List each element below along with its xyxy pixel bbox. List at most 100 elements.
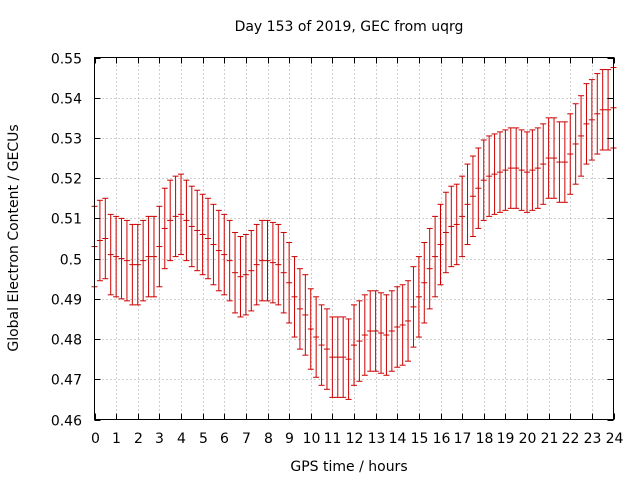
x-tick-label: 15 bbox=[411, 431, 429, 447]
error-bar-point bbox=[199, 193, 206, 276]
x-tick-label: 7 bbox=[242, 431, 251, 447]
x-tick-label: 1 bbox=[112, 431, 121, 447]
chart-title: Day 153 of 2019, GEC from uqrg bbox=[235, 19, 464, 35]
error-bar-point bbox=[140, 219, 147, 302]
error-bar-point bbox=[345, 318, 352, 400]
error-bar-point bbox=[378, 292, 385, 374]
y-tick-label: 0.48 bbox=[51, 333, 82, 349]
error-bar-point bbox=[502, 129, 509, 211]
y-tick-label: 0.5 bbox=[60, 253, 82, 269]
error-bar-point bbox=[188, 185, 195, 268]
x-tick-label: 2 bbox=[134, 431, 143, 447]
error-bar-point bbox=[432, 215, 439, 298]
error-bar-point bbox=[123, 219, 130, 302]
error-bar-point bbox=[194, 189, 201, 272]
error-bar-point bbox=[313, 296, 320, 378]
error-bar-point bbox=[426, 227, 433, 310]
x-tick-label: 9 bbox=[285, 431, 294, 447]
x-tick-label: 20 bbox=[519, 431, 537, 447]
x-axis-label: GPS time / hours bbox=[290, 459, 407, 475]
x-tick-label: 23 bbox=[584, 431, 602, 447]
x-tick-label: 16 bbox=[433, 431, 451, 447]
y-tick-label: 0.47 bbox=[51, 373, 82, 389]
error-bar-point bbox=[383, 294, 390, 376]
error-bar-point bbox=[491, 133, 498, 215]
y-axis-label: Global Electron Content / GECUs bbox=[6, 124, 22, 351]
error-bar-point bbox=[113, 215, 120, 298]
error-bar-point bbox=[453, 183, 460, 266]
x-tick-label: 11 bbox=[324, 431, 342, 447]
error-bar-point bbox=[545, 117, 552, 199]
error-bar-point bbox=[551, 117, 558, 199]
error-bar-point bbox=[540, 123, 547, 205]
error-bar-point bbox=[226, 219, 233, 302]
error-bar-point bbox=[588, 79, 595, 161]
error-bar-point bbox=[421, 242, 428, 324]
x-tick-label: 21 bbox=[541, 431, 559, 447]
error-bar-point bbox=[399, 284, 406, 366]
error-bar-point bbox=[513, 127, 520, 209]
error-bar-point bbox=[361, 294, 368, 376]
error-bar-point bbox=[442, 191, 449, 274]
y-tick-label: 0.46 bbox=[51, 414, 82, 430]
error-bar-point bbox=[167, 179, 174, 262]
error-bar-point bbox=[296, 268, 303, 350]
error-bar-point bbox=[556, 121, 563, 203]
y-tick-label: 0.49 bbox=[51, 293, 82, 309]
error-bar-point bbox=[567, 113, 574, 195]
error-bar-point bbox=[96, 199, 103, 282]
y-tick-label: 0.52 bbox=[51, 172, 82, 188]
error-bar-point bbox=[459, 175, 466, 258]
x-tick-label: 6 bbox=[220, 431, 229, 447]
x-tick-label: 22 bbox=[562, 431, 580, 447]
error-bar-point bbox=[102, 197, 109, 280]
error-bar-point bbox=[534, 127, 541, 209]
y-tick-label: 0.55 bbox=[51, 52, 82, 68]
error-bar-point bbox=[280, 231, 287, 314]
y-tick-label: 0.53 bbox=[51, 132, 82, 148]
error-bar-point bbox=[156, 205, 163, 288]
error-bar-point bbox=[329, 316, 336, 398]
error-bar-point bbox=[351, 304, 357, 386]
error-bar-point bbox=[572, 103, 579, 185]
error-bar-point bbox=[150, 215, 157, 298]
error-bar-point bbox=[291, 256, 298, 338]
error-bar-point bbox=[269, 221, 276, 304]
error-bar-point bbox=[205, 197, 212, 280]
error-bar-point bbox=[388, 290, 395, 372]
error-bar-point bbox=[253, 223, 260, 306]
error-bar-point bbox=[518, 129, 525, 211]
x-tick-label: 18 bbox=[476, 431, 494, 447]
x-tick-label: 4 bbox=[177, 431, 186, 447]
error-bar-point bbox=[107, 213, 114, 296]
y-tick-label: 0.51 bbox=[51, 212, 82, 228]
error-bar-point bbox=[232, 231, 239, 314]
x-tick-label: 24 bbox=[606, 431, 624, 447]
error-bar-point bbox=[469, 155, 476, 237]
error-bar-point bbox=[183, 179, 190, 262]
error-bar-point bbox=[259, 219, 266, 302]
error-bar-point bbox=[464, 163, 471, 246]
error-bar-point bbox=[210, 203, 217, 286]
x-tick-label: 19 bbox=[497, 431, 515, 447]
error-bar-point bbox=[415, 256, 422, 338]
error-bar-point bbox=[372, 290, 379, 372]
error-bar-point bbox=[307, 288, 314, 370]
error-bar-point bbox=[561, 121, 568, 203]
error-bar-point bbox=[145, 215, 152, 298]
error-bar-point bbox=[302, 274, 309, 356]
error-bar-point bbox=[486, 135, 493, 217]
error-bar-point bbox=[367, 290, 374, 372]
error-bar-point bbox=[275, 223, 282, 306]
error-bar-point bbox=[599, 69, 606, 151]
error-bar-point bbox=[264, 219, 271, 302]
x-tick-label: 13 bbox=[368, 431, 386, 447]
x-tick-label: 17 bbox=[454, 431, 472, 447]
error-bar-point bbox=[507, 127, 514, 209]
x-tick-label: 8 bbox=[264, 431, 273, 447]
x-tick-label: 10 bbox=[303, 431, 321, 447]
error-bar-point bbox=[529, 129, 536, 211]
error-bar-point bbox=[318, 304, 325, 386]
x-tick-label: 3 bbox=[155, 431, 164, 447]
